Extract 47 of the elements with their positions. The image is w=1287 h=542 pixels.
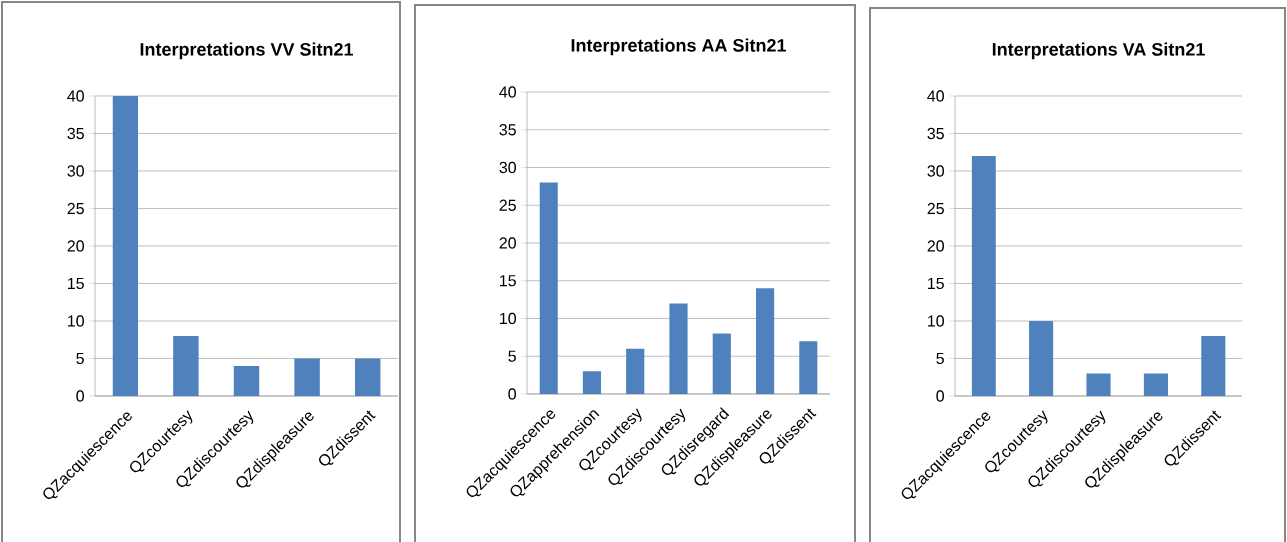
chart-title: Interpretations AA Sitn21	[571, 38, 787, 56]
bar	[112, 95, 139, 396]
y-tick-label: 25	[499, 199, 516, 211]
y-tick-label: 30	[67, 165, 84, 177]
y-tick-label: 5	[76, 352, 84, 365]
bar	[173, 336, 199, 396]
y-tick-label: 40	[499, 86, 516, 98]
y-tick-label: 35	[499, 124, 516, 136]
y-tick-label: 15	[68, 277, 84, 290]
y-tick-label: 0	[936, 390, 944, 402]
y-tick-label: 10	[68, 315, 84, 327]
y-tick-label: 25	[67, 202, 84, 215]
y-tick-label: 0	[76, 390, 84, 402]
bar	[669, 303, 688, 394]
bar	[971, 155, 996, 396]
y-tick-label: 20	[499, 237, 516, 249]
bar	[233, 366, 260, 396]
bar	[1143, 373, 1168, 396]
y-tick-label: 25	[927, 202, 944, 215]
bar	[1029, 321, 1054, 396]
y-tick-label: 15	[500, 275, 516, 287]
bar	[626, 348, 645, 394]
y-tick-label: 30	[927, 165, 944, 177]
y-tick-label: 20	[67, 240, 84, 252]
bar	[712, 333, 731, 394]
y-tick-label: 5	[508, 350, 516, 362]
y-tick-label: 15	[928, 277, 944, 290]
chart-title: Interpretations VA Sitn21	[992, 42, 1205, 60]
bar	[755, 288, 775, 394]
y-tick-label: 40	[927, 90, 944, 102]
y-tick-label: 40	[67, 90, 84, 102]
bar	[354, 358, 381, 396]
chart-title: Interpretations VV Sitn21	[140, 42, 354, 60]
y-tick-label: 0	[508, 388, 516, 400]
bar	[539, 182, 558, 394]
y-tick-label: 5	[936, 352, 944, 365]
bar	[799, 341, 818, 394]
bar	[294, 358, 320, 396]
y-tick-label: 35	[927, 127, 944, 140]
y-tick-label: 10	[500, 312, 516, 325]
bar	[1201, 336, 1226, 396]
y-tick-label: 10	[928, 315, 944, 327]
y-tick-label: 20	[927, 240, 944, 252]
bar	[1086, 373, 1111, 396]
y-tick-label: 35	[67, 127, 84, 140]
bar	[582, 371, 602, 394]
y-tick-label: 30	[499, 161, 516, 174]
